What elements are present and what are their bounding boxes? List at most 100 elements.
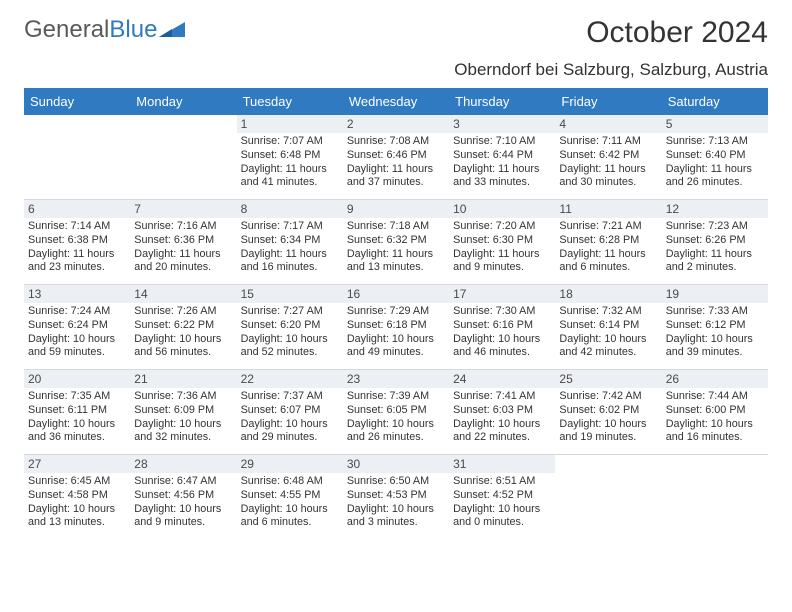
day-details: Sunrise: 7:29 AM Sunset: 6:18 PM Dayligh… [347,305,445,360]
logo-triangle-icon [159,16,185,44]
day-details: Sunrise: 7:30 AM Sunset: 6:16 PM Dayligh… [453,305,551,360]
day-cell: 24Sunrise: 7:41 AM Sunset: 6:03 PM Dayli… [449,370,555,454]
day-number: 22 [237,370,343,388]
day-cell: 21 Sunrise: 7:36 AM Sunset: 6:09 PM Dayli… [130,370,236,454]
day-cell: 25Sunrise: 7:42 AM Sunset: 6:02 PM Dayli… [555,370,661,454]
day-number: 7 [130,200,236,218]
day-details: Sunrise: 7:14 AM Sunset: 6:38 PM Dayligh… [28,220,126,275]
day-details: Sunrise: 7:17 AM Sunset: 6:34 PM Dayligh… [241,220,339,275]
day-cell: 30 Sunrise: 6:50 AM Sunset: 4:53 PM Dayli… [343,455,449,539]
day-cell: 17 Sunrise: 7:30 AM Sunset: 6:16 PM Dayli… [449,285,555,369]
day-number: 2 [343,115,449,133]
dow-sunday: Sunday [24,88,130,115]
brand-logo: GeneralBlue [24,16,185,44]
month-title: October 2024 [454,16,768,50]
day-cell: 29 Sunrise: 6:48 AM Sunset: 4:55 PM Dayli… [237,455,343,539]
day-details: Sunrise: 7:08 AM Sunset: 6:46 PM Dayligh… [347,135,445,190]
day-details: Sunrise: 7:21 AM Sunset: 6:28 PM Dayligh… [559,220,657,275]
day-details: Sunrise: 7:36 AM Sunset: 6:09 PM Dayligh… [134,390,232,445]
day-number: 6 [24,200,130,218]
day-details: Sunrise: 7:37 AM Sunset: 6:07 PM Dayligh… [241,390,339,445]
location-text: Oberndorf bei Salzburg, Salzburg, Austri… [454,60,768,80]
day-details: Sunrise: 6:47 AM Sunset: 4:56 PM Dayligh… [134,475,232,530]
brand-text-2: Blue [109,16,157,44]
day-cell: 5Sunrise: 7:13 AM Sunset: 6:40 PM Daylig… [662,115,768,199]
day-details: Sunrise: 7:24 AM Sunset: 6:24 PM Dayligh… [28,305,126,360]
week-row: 20 Sunrise: 7:35 AM Sunset: 6:11 PM Dayli… [24,369,768,454]
day-number: 4 [555,115,661,133]
day-cell: 22 Sunrise: 7:37 AM Sunset: 6:07 PM Dayli… [237,370,343,454]
day-details: Sunrise: 6:48 AM Sunset: 4:55 PM Dayligh… [241,475,339,530]
day-number: 28 [130,455,236,473]
day-details: Sunrise: 7:33 AM Sunset: 6:12 PM Dayligh… [666,305,764,360]
dow-thursday: Thursday [449,88,555,115]
day-details: Sunrise: 7:16 AM Sunset: 6:36 PM Dayligh… [134,220,232,275]
day-number: 1 [237,115,343,133]
day-cell: 3 Sunrise: 7:10 AM Sunset: 6:44 PM Daylig… [449,115,555,199]
day-number: 8 [237,200,343,218]
day-number: 3 [449,115,555,133]
day-number: 5 [662,115,768,133]
day-cell: 15 Sunrise: 7:27 AM Sunset: 6:20 PM Dayli… [237,285,343,369]
day-number: 29 [237,455,343,473]
weeks-container: 1 Sunrise: 7:07 AM Sunset: 6:48 PM Daylig… [24,115,768,539]
day-cell: 18Sunrise: 7:32 AM Sunset: 6:14 PM Dayli… [555,285,661,369]
day-details: Sunrise: 6:51 AM Sunset: 4:52 PM Dayligh… [453,475,551,530]
day-number: 12 [662,200,768,218]
day-number: 26 [662,370,768,388]
day-details: Sunrise: 7:18 AM Sunset: 6:32 PM Dayligh… [347,220,445,275]
day-details: Sunrise: 7:35 AM Sunset: 6:11 PM Dayligh… [28,390,126,445]
dow-monday: Monday [130,88,236,115]
day-cell: 9 Sunrise: 7:18 AM Sunset: 6:32 PM Daylig… [343,200,449,284]
day-details: Sunrise: 7:10 AM Sunset: 6:44 PM Dayligh… [453,135,551,190]
day-details: Sunrise: 7:42 AM Sunset: 6:02 PM Dayligh… [559,390,657,445]
day-cell: 10 Sunrise: 7:20 AM Sunset: 6:30 PM Dayli… [449,200,555,284]
day-number: 11 [555,200,661,218]
day-number: 9 [343,200,449,218]
dow-friday: Friday [555,88,661,115]
day-details: Sunrise: 7:44 AM Sunset: 6:00 PM Dayligh… [666,390,764,445]
day-cell [662,455,768,539]
day-details: Sunrise: 7:32 AM Sunset: 6:14 PM Dayligh… [559,305,657,360]
day-details: Sunrise: 7:39 AM Sunset: 6:05 PM Dayligh… [347,390,445,445]
day-cell: 11 Sunrise: 7:21 AM Sunset: 6:28 PM Dayli… [555,200,661,284]
day-cell: 31Sunrise: 6:51 AM Sunset: 4:52 PM Dayli… [449,455,555,539]
day-of-week-row: Sunday Monday Tuesday Wednesday Thursday… [24,88,768,115]
dow-saturday: Saturday [662,88,768,115]
day-number: 20 [24,370,130,388]
day-number: 19 [662,285,768,303]
day-details: Sunrise: 7:11 AM Sunset: 6:42 PM Dayligh… [559,135,657,190]
dow-tuesday: Tuesday [237,88,343,115]
week-row: 1 Sunrise: 7:07 AM Sunset: 6:48 PM Daylig… [24,115,768,199]
day-details: Sunrise: 6:45 AM Sunset: 4:58 PM Dayligh… [28,475,126,530]
day-cell: 23Sunrise: 7:39 AM Sunset: 6:05 PM Dayli… [343,370,449,454]
day-number: 13 [24,285,130,303]
day-number: 14 [130,285,236,303]
day-cell: 12Sunrise: 7:23 AM Sunset: 6:26 PM Dayli… [662,200,768,284]
day-cell: 16 Sunrise: 7:29 AM Sunset: 6:18 PM Dayli… [343,285,449,369]
title-block: October 2024 Oberndorf bei Salzburg, Sal… [454,16,768,80]
day-details: Sunrise: 7:20 AM Sunset: 6:30 PM Dayligh… [453,220,551,275]
day-number: 27 [24,455,130,473]
day-details: Sunrise: 6:50 AM Sunset: 4:53 PM Dayligh… [347,475,445,530]
day-details: Sunrise: 7:07 AM Sunset: 6:48 PM Dayligh… [241,135,339,190]
brand-text-1: General [24,16,109,44]
day-number: 16 [343,285,449,303]
week-row: 6 Sunrise: 7:14 AM Sunset: 6:38 PM Daylig… [24,199,768,284]
day-number: 21 [130,370,236,388]
day-details: Sunrise: 7:27 AM Sunset: 6:20 PM Dayligh… [241,305,339,360]
day-cell: 8 Sunrise: 7:17 AM Sunset: 6:34 PM Daylig… [237,200,343,284]
day-cell: 28 Sunrise: 6:47 AM Sunset: 4:56 PM Dayli… [130,455,236,539]
day-cell: 20 Sunrise: 7:35 AM Sunset: 6:11 PM Dayli… [24,370,130,454]
day-number: 17 [449,285,555,303]
day-number: 30 [343,455,449,473]
day-cell: 7 Sunrise: 7:16 AM Sunset: 6:36 PM Daylig… [130,200,236,284]
day-cell: 26 Sunrise: 7:44 AM Sunset: 6:00 PM Dayli… [662,370,768,454]
calendar: Sunday Monday Tuesday Wednesday Thursday… [24,88,768,539]
day-number: 10 [449,200,555,218]
day-details: Sunrise: 7:26 AM Sunset: 6:22 PM Dayligh… [134,305,232,360]
day-cell [24,115,130,199]
day-cell: 1 Sunrise: 7:07 AM Sunset: 6:48 PM Daylig… [237,115,343,199]
day-cell: 6 Sunrise: 7:14 AM Sunset: 6:38 PM Daylig… [24,200,130,284]
day-number: 15 [237,285,343,303]
